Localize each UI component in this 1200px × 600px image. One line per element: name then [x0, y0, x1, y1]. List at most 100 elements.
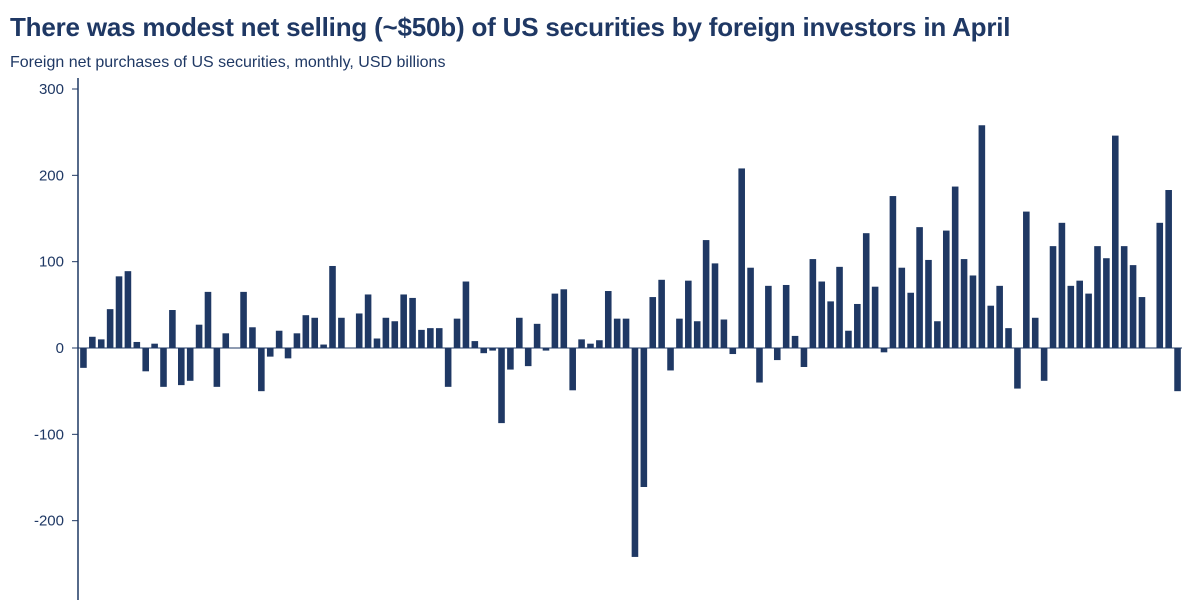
bar	[516, 317, 523, 348]
bar	[160, 348, 167, 387]
bar	[667, 348, 674, 371]
bar	[133, 341, 141, 348]
bar	[106, 309, 114, 348]
chart-subtitle: Foreign net purchases of US securities, …	[10, 54, 446, 71]
bar	[1049, 246, 1057, 348]
bar	[498, 348, 505, 424]
bar	[622, 318, 630, 348]
bar	[222, 333, 230, 348]
bar	[1085, 293, 1092, 348]
bar	[1156, 222, 1164, 348]
bar	[800, 348, 808, 367]
bar	[773, 348, 781, 361]
bar	[996, 285, 1003, 348]
bar	[862, 233, 870, 348]
bar	[640, 348, 648, 487]
bar	[427, 328, 434, 348]
bar	[213, 348, 221, 387]
bar	[507, 348, 514, 370]
bar	[266, 348, 274, 357]
bar	[934, 321, 941, 348]
bar	[373, 338, 381, 348]
bar	[115, 276, 123, 348]
bar	[311, 317, 319, 348]
bar	[338, 317, 345, 348]
y-tick-label: 100	[39, 254, 64, 271]
bar	[871, 286, 879, 348]
bar	[880, 348, 888, 353]
bar	[702, 240, 710, 348]
y-axis-ticks: 300 200 100 0 -100 -200	[34, 81, 78, 530]
bar	[400, 294, 407, 348]
bar	[818, 281, 826, 348]
y-tick-label: -200	[34, 513, 64, 530]
bar	[533, 323, 541, 348]
bar	[782, 284, 790, 348]
bar	[1023, 211, 1030, 348]
bar	[916, 227, 923, 348]
bar	[462, 281, 470, 348]
bar	[649, 297, 657, 348]
bar	[845, 330, 852, 348]
bar	[658, 279, 665, 348]
bar	[258, 348, 265, 392]
bar	[747, 267, 754, 348]
bar	[142, 348, 149, 372]
bar	[604, 291, 612, 348]
y-tick-label: 0	[56, 340, 64, 357]
bar	[942, 230, 950, 348]
bar	[1094, 246, 1101, 348]
bar	[97, 339, 105, 348]
bar	[1174, 348, 1181, 392]
bar	[765, 285, 772, 348]
bar	[80, 348, 87, 368]
bar	[1040, 348, 1048, 381]
bar	[1129, 265, 1137, 348]
bar	[89, 336, 96, 348]
bar	[711, 263, 719, 348]
bar	[195, 324, 203, 348]
bar	[302, 315, 310, 348]
bar	[249, 327, 256, 348]
bar	[240, 291, 247, 348]
bar	[471, 341, 479, 348]
bar	[613, 318, 621, 348]
bar	[542, 348, 550, 351]
bar	[178, 348, 185, 386]
bar	[987, 305, 995, 348]
bar	[435, 328, 443, 348]
bar	[693, 321, 701, 348]
bar	[685, 280, 692, 348]
bar	[355, 313, 363, 348]
bar	[960, 259, 968, 348]
bar	[480, 348, 488, 354]
bars-group	[80, 125, 1181, 557]
bar	[569, 348, 576, 391]
bar	[1067, 285, 1075, 348]
bar	[1103, 258, 1110, 348]
bar	[551, 293, 559, 348]
bar	[898, 267, 906, 348]
bar	[978, 125, 986, 348]
bar	[453, 318, 461, 348]
bar	[1138, 297, 1146, 348]
bar	[925, 259, 932, 348]
bar	[444, 348, 452, 387]
bar	[631, 348, 639, 557]
bar	[409, 297, 416, 348]
bar	[836, 266, 843, 348]
bar	[391, 321, 399, 348]
bar	[854, 303, 861, 348]
y-tick-label: -100	[34, 426, 64, 443]
bar	[320, 344, 327, 348]
bar	[729, 348, 737, 355]
bar	[907, 292, 914, 348]
bar	[284, 348, 292, 359]
bar	[578, 339, 585, 348]
bar	[382, 317, 390, 348]
bar	[151, 343, 158, 348]
bar	[275, 330, 283, 348]
bar	[1076, 280, 1083, 348]
chart-title: There was modest net selling (~$50b) of …	[10, 12, 1011, 42]
